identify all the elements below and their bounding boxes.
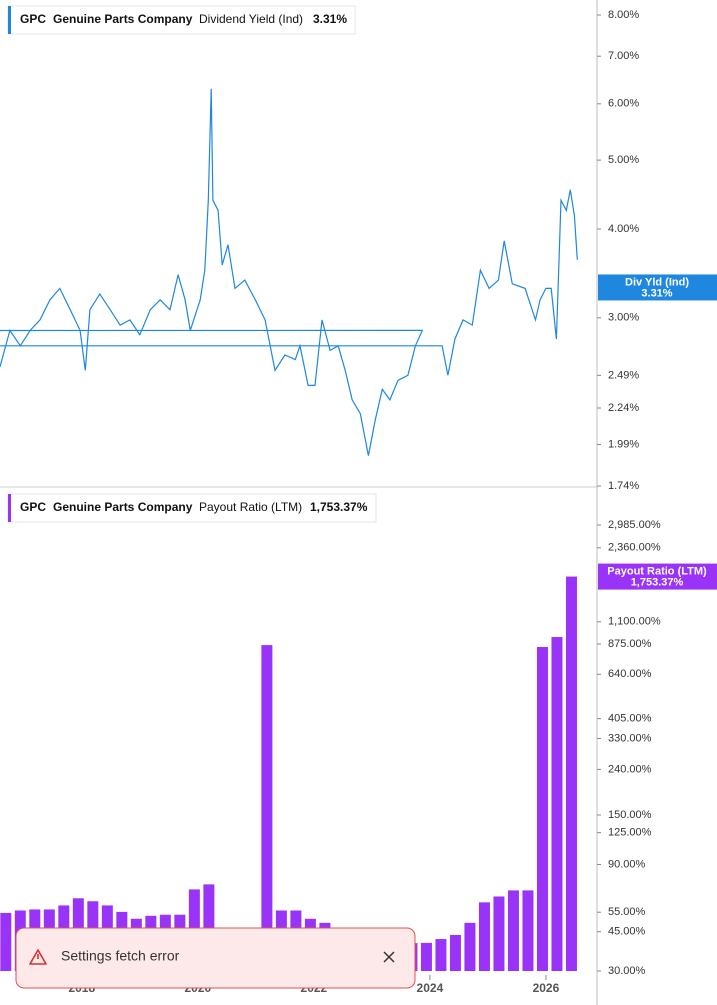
- y-tick-label: 640.00%: [608, 668, 652, 680]
- bar: [261, 645, 273, 971]
- bar: [435, 939, 447, 971]
- y-tick-label: 240.00%: [608, 763, 652, 775]
- bar: [565, 576, 577, 971]
- toast-message: Settings fetch error: [61, 948, 180, 964]
- toast-box: [15, 927, 416, 989]
- line: [0, 88, 578, 456]
- metric: Payout Ratio (LTM): [199, 500, 302, 514]
- bar: [420, 942, 432, 971]
- company: Genuine Parts Company: [53, 12, 193, 26]
- y-tick-label: 2.24%: [608, 402, 639, 414]
- ticker: GPC: [20, 500, 46, 514]
- y-tick-label: 405.00%: [608, 713, 652, 725]
- metric-value: 1,753.37%: [310, 500, 368, 514]
- badge-value: 1,753.37%: [631, 576, 684, 588]
- y-tick-label: 1.74%: [608, 480, 639, 492]
- warning-icon: [29, 949, 47, 965]
- y-tick-label: 7.00%: [608, 50, 639, 62]
- value-badge: [598, 274, 717, 301]
- y-tick-label: 45.00%: [608, 926, 646, 938]
- y-tick-label: 8.00%: [608, 9, 639, 21]
- legend-header: GPC Genuine Parts Company Payout Ratio (…: [7, 493, 377, 523]
- y-tick-label: 150.00%: [608, 809, 652, 821]
- bar: [493, 896, 505, 971]
- bar: [0, 912, 12, 971]
- header-accent: [8, 6, 11, 34]
- y-tick-label: 5.00%: [608, 154, 639, 166]
- metric: Dividend Yield (Ind): [199, 12, 303, 26]
- y-tick-label: 125.00%: [608, 827, 652, 839]
- y-tick-label: 4.00%: [608, 223, 639, 235]
- bar: [464, 922, 476, 971]
- legend-header: GPC Genuine Parts Company Dividend Yield…: [7, 5, 356, 35]
- y-tick-label: 2.49%: [608, 369, 639, 381]
- x-tick-label: 2026: [533, 981, 560, 995]
- y-tick-label: 30.00%: [608, 965, 646, 977]
- bar: [478, 902, 490, 971]
- bar: [536, 647, 548, 971]
- y-tick-label: 2,360.00%: [608, 542, 661, 554]
- header-accent: [8, 494, 11, 522]
- company: Genuine Parts Company: [53, 500, 193, 514]
- bar: [449, 934, 461, 971]
- bar: [507, 890, 519, 971]
- y-tick-label: 875.00%: [608, 638, 652, 650]
- badge-label: Payout Ratio (LTM): [607, 565, 707, 577]
- y-tick-label: 1,100.00%: [608, 616, 661, 628]
- header-box: [7, 493, 377, 523]
- bar: [522, 890, 534, 971]
- bar: [551, 637, 563, 971]
- value-badge: [598, 563, 717, 590]
- y-tick-label: 1.99%: [608, 438, 639, 450]
- y-tick-label: 55.00%: [608, 906, 646, 918]
- y-tick-label: 6.00%: [608, 98, 639, 110]
- y-tick-label: 90.00%: [608, 858, 646, 870]
- close-button[interactable]: [383, 951, 395, 963]
- toast: Settings fetch error: [15, 927, 416, 989]
- y-tick-label: 3.00%: [608, 312, 639, 324]
- y-tick-label: 2,985.00%: [608, 519, 661, 531]
- badge-value: 3.31%: [641, 287, 672, 299]
- badge-label: Div Yld (Ind): [625, 276, 689, 288]
- x-tick-label: 2024: [417, 981, 444, 995]
- y-tick-label: 330.00%: [608, 732, 652, 744]
- ticker: GPC: [20, 12, 46, 26]
- metric-value: 3.31%: [313, 12, 347, 26]
